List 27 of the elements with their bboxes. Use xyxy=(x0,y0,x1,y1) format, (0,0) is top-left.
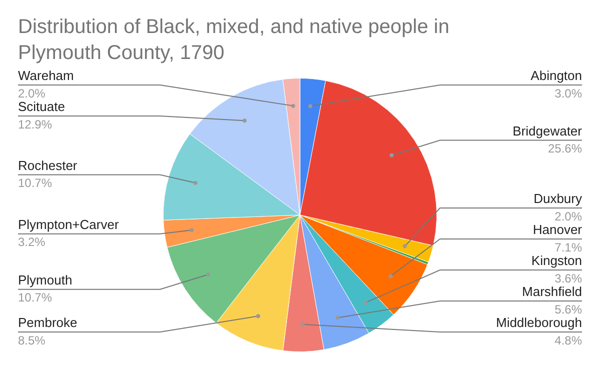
data-label: 2.0% xyxy=(18,86,46,100)
slice-label: Pembroke xyxy=(18,315,78,330)
slice-label: Hanover xyxy=(532,222,583,238)
data-label: 3.6% xyxy=(554,271,582,286)
slice-label: Plympton+Carver xyxy=(18,216,120,232)
data-label: 7.1% xyxy=(554,240,582,254)
data-label: 2.0% xyxy=(554,209,582,224)
slice-label: Abington xyxy=(530,68,582,84)
slice-label: Scituate xyxy=(18,99,65,114)
slice-label: Plymouth xyxy=(18,272,72,288)
data-label: 3.2% xyxy=(18,235,46,250)
data-label: 25.6% xyxy=(548,142,582,156)
slice-label: Rochester xyxy=(18,158,78,173)
data-label: 10.7% xyxy=(18,176,52,190)
slice-label: Bridgewater xyxy=(512,123,583,138)
data-label: 12.9% xyxy=(18,117,52,132)
data-label: 10.7% xyxy=(18,290,52,305)
slice-label: Duxbury xyxy=(534,191,582,206)
data-label: 8.5% xyxy=(18,333,46,348)
slice-label: Kingston xyxy=(531,253,582,268)
slice-label: Middleborough xyxy=(496,315,582,330)
slice-label: Marshfield xyxy=(522,284,582,300)
data-label: 4.8% xyxy=(554,333,582,348)
data-label: 5.6% xyxy=(554,302,582,316)
slice-label: Wareham xyxy=(18,68,74,84)
chart-title: Distribution of Black, mixed, and native people in Plymouth County, 1790 xyxy=(18,15,450,66)
data-label: 3.0% xyxy=(554,86,582,100)
